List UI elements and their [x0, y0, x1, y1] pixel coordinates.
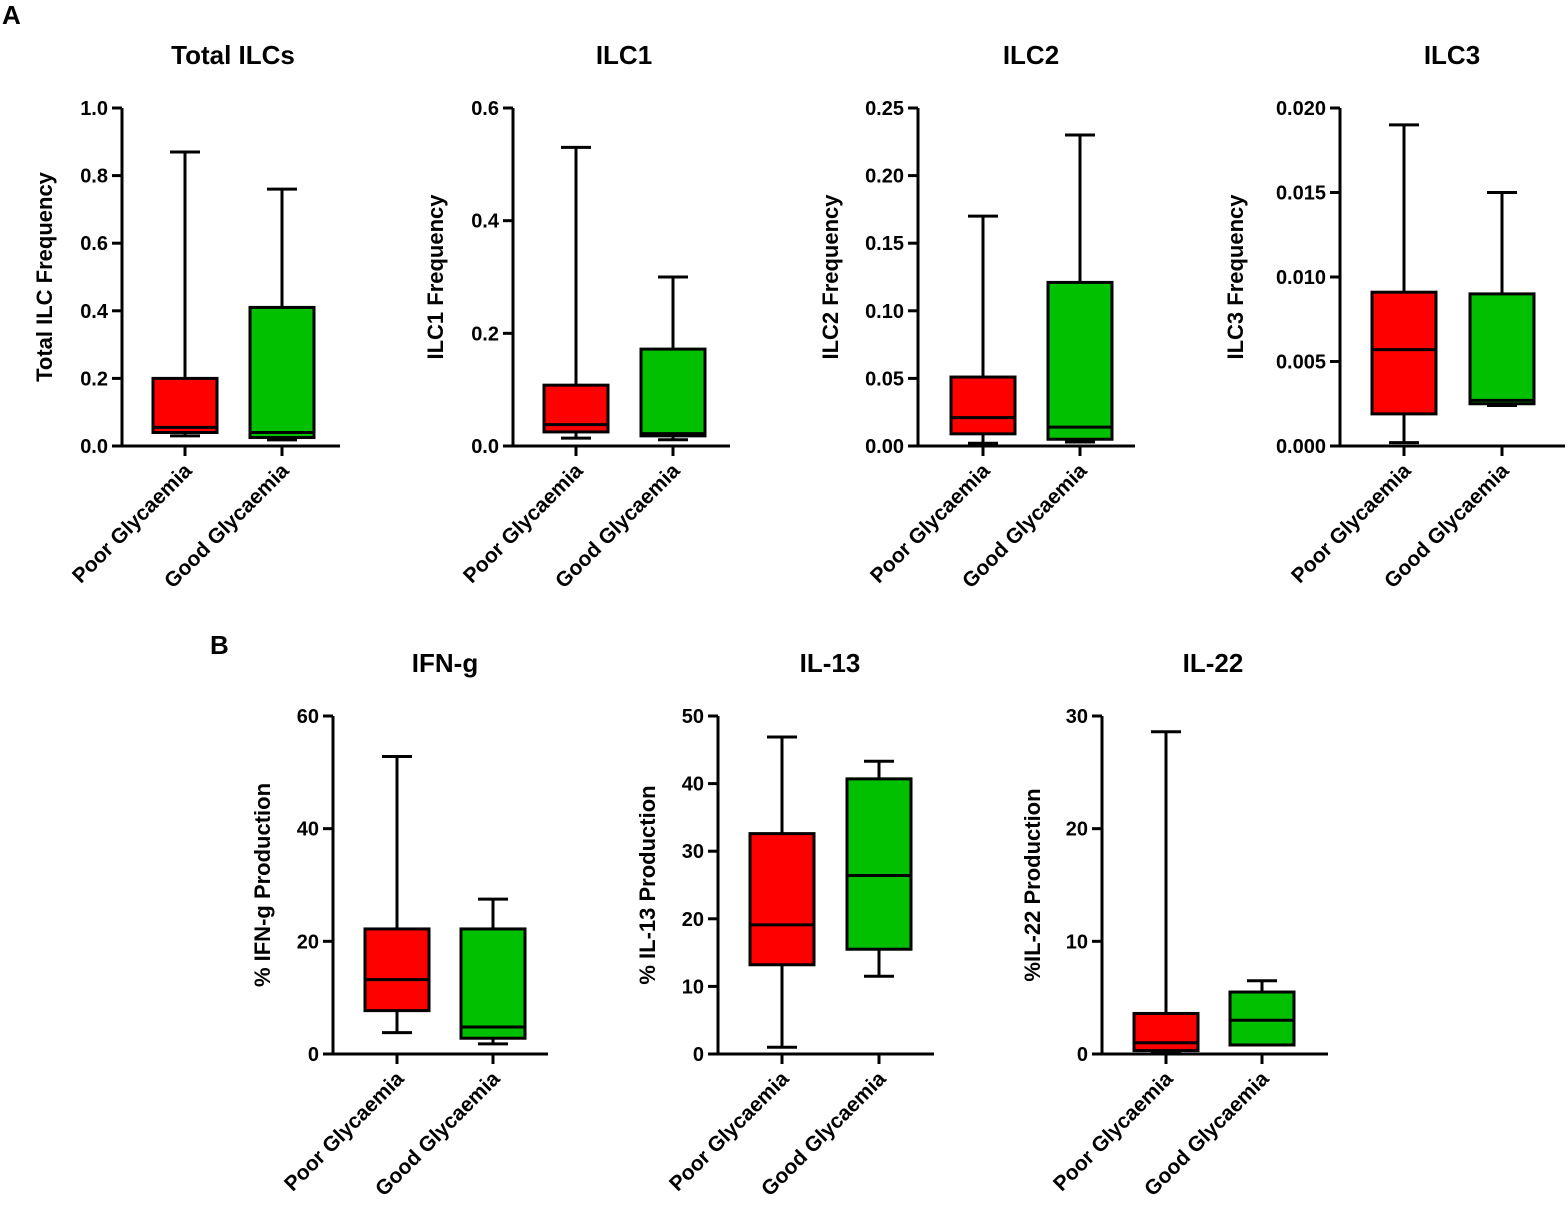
box-good-glycaemia: [845, 759, 913, 978]
y-tick-label: 0.2: [471, 323, 499, 345]
y-tick-label: 0.2: [80, 368, 108, 390]
chart-title: ILC1: [596, 40, 652, 70]
y-axis-label: %IL-22 Production: [1020, 788, 1045, 981]
y-tick-label: 0: [308, 1044, 319, 1066]
chart-title: ILC3: [1424, 40, 1480, 70]
y-tick-label: 0.0: [80, 436, 108, 458]
chart-4: ILC3 ILC3 Frequency 0.000 0.005 0.010 0.015 0.…: [1223, 40, 1565, 593]
box-good-glycaemia: [1046, 133, 1114, 444]
y-tick-label: 40: [682, 774, 704, 796]
box-poor-glycaemia: [748, 735, 816, 1049]
y-tick-label: 60: [297, 706, 319, 728]
y-tick-label: 0.0: [471, 436, 499, 458]
iqr-box: [1370, 290, 1438, 416]
y-tick-label: 0.000: [1276, 436, 1326, 458]
box-good-glycaemia: [639, 275, 707, 442]
y-tick-label: 30: [682, 841, 704, 863]
box-good-glycaemia: [1228, 979, 1296, 1047]
chart-title: IL-13: [800, 648, 861, 678]
iqr-box: [1132, 1011, 1200, 1053]
box-poor-glycaemia: [1370, 123, 1438, 445]
iqr-box: [1046, 280, 1114, 441]
y-axis-label: ILC3 Frequency: [1223, 194, 1248, 360]
box-poor-glycaemia: [1132, 730, 1200, 1055]
iqr-box: [949, 375, 1017, 436]
y-tick-label: 0.010: [1276, 267, 1326, 289]
chart-1: Total ILCs Total ILC Frequency 0.0 0.2 0.4 0.…: [32, 40, 340, 593]
panel-label-b: B: [210, 630, 229, 660]
y-tick-label: 0: [1077, 1044, 1088, 1066]
y-tick-label: 0.05: [865, 368, 904, 390]
y-tick-label: 10: [682, 976, 704, 998]
y-tick-label: 0.6: [80, 233, 108, 255]
iqr-box: [1468, 292, 1536, 406]
y-tick-label: 0.015: [1276, 183, 1326, 205]
y-axis-label: % IL-13 Production: [635, 785, 660, 984]
box-good-glycaemia: [459, 897, 527, 1046]
box-poor-glycaemia: [363, 755, 431, 1035]
y-tick-label: 40: [297, 819, 319, 841]
y-axis-label: Total ILC Frequency: [32, 171, 57, 382]
y-tick-label: 20: [682, 909, 704, 931]
y-tick-label: 0.8: [80, 166, 108, 188]
box-good-glycaemia: [248, 187, 316, 442]
box-poor-glycaemia: [949, 214, 1017, 445]
y-tick-label: 0.25: [865, 98, 904, 120]
chart-title: IFN-g: [412, 648, 478, 678]
iqr-box: [459, 927, 527, 1040]
iqr-box: [248, 305, 316, 440]
box-poor-glycaemia: [542, 145, 610, 440]
iqr-box: [748, 832, 816, 967]
y-tick-label: 10: [1066, 931, 1088, 953]
iqr-box: [151, 376, 219, 434]
y-tick-label: 20: [297, 931, 319, 953]
panel-label-a: A: [2, 0, 21, 30]
box-poor-glycaemia: [151, 150, 219, 438]
y-tick-label: 0.10: [865, 301, 904, 323]
y-tick-label: 0: [693, 1044, 704, 1066]
y-tick-label: 0.20: [865, 166, 904, 188]
chart-title: Total ILCs: [171, 40, 295, 70]
y-tick-label: 50: [682, 706, 704, 728]
iqr-box: [1228, 990, 1296, 1047]
chart-title: IL-22: [1183, 648, 1244, 678]
y-tick-label: 30: [1066, 706, 1088, 728]
y-axis-label: % IFN-g Production: [250, 783, 275, 987]
chart-title: ILC2: [1003, 40, 1059, 70]
y-tick-label: 0.6: [471, 98, 499, 120]
y-tick-label: 0.4: [80, 301, 109, 323]
y-tick-label: 20: [1066, 819, 1088, 841]
y-tick-label: 0.15: [865, 233, 904, 255]
y-tick-label: 0.4: [471, 211, 500, 233]
y-tick-label: 1.0: [80, 98, 108, 120]
box-good-glycaemia: [1468, 191, 1536, 407]
iqr-box: [363, 927, 431, 1013]
y-tick-label: 0.005: [1276, 352, 1326, 374]
y-tick-label: 0.00: [865, 436, 904, 458]
y-axis-label: ILC2 Frequency: [818, 194, 843, 360]
y-tick-label: 0.020: [1276, 98, 1326, 120]
iqr-box: [845, 777, 913, 951]
chart-3: ILC2 ILC2 Frequency 0.00 0.05 0.10 0.15 0.20 0.…: [818, 40, 1135, 593]
iqr-box: [639, 347, 707, 438]
y-axis-label: ILC1 Frequency: [423, 194, 448, 360]
